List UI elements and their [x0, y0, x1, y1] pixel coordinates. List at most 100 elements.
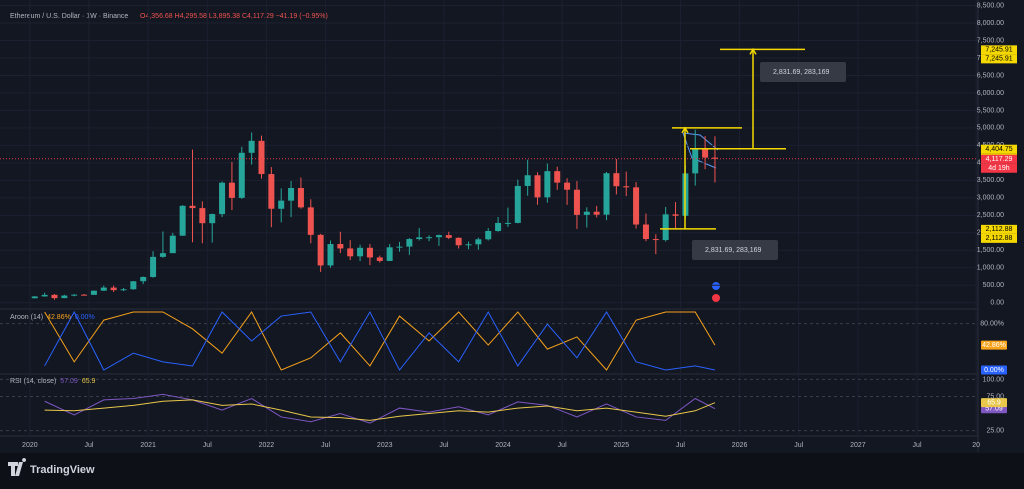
- candle-body: [51, 294, 58, 299]
- candle-body: [465, 244, 472, 246]
- indicator-value: 65.9: [82, 378, 96, 385]
- candle-body: [642, 224, 649, 240]
- candle-body: [692, 148, 699, 174]
- candle-body: [554, 171, 561, 183]
- candle-body: [71, 294, 78, 296]
- price-label: 7,245.91: [985, 47, 1012, 54]
- candle-body: [485, 230, 492, 240]
- legend-ohlc: O4,356.68 H4,295.58 L3,895.38 C4,117.29 …: [140, 13, 328, 20]
- event-icon[interactable]: [712, 282, 720, 290]
- candle-body: [297, 187, 304, 208]
- indicator-value: 42.86%: [47, 314, 71, 321]
- y-tick-label: 8,000.00: [977, 20, 1004, 27]
- price-label: 4,117.29: [986, 156, 1013, 163]
- candle-body: [376, 257, 383, 261]
- x-tick-label: Jul: [913, 442, 922, 449]
- candle-body: [534, 175, 541, 198]
- candle-body: [179, 205, 186, 236]
- candle-body: [564, 182, 571, 190]
- candle-body: [386, 247, 393, 261]
- candle-body: [337, 244, 344, 249]
- event-icon[interactable]: [712, 294, 720, 302]
- y-tick-label: 1,500.00: [977, 247, 1004, 254]
- logo: [8, 458, 27, 476]
- candle-body: [150, 256, 157, 277]
- candle-body: [41, 294, 48, 297]
- candle-body: [209, 214, 216, 224]
- y-tick-label: 2,500.00: [977, 212, 1004, 219]
- candle-body: [406, 239, 413, 247]
- candle-body: [228, 182, 235, 198]
- footer-bar: [0, 453, 1024, 489]
- countdown: 4d 19h: [988, 165, 1010, 172]
- candle-body: [120, 289, 127, 291]
- value-badge-label: 0.00%: [984, 367, 1004, 374]
- legend-title: Ethereum / U.S. Dollar · 1W · Binance: [10, 13, 128, 20]
- candle-body: [248, 140, 255, 153]
- x-tick-label: Jul: [794, 442, 803, 449]
- candle-body: [573, 189, 580, 215]
- value-badge: [981, 398, 1007, 408]
- price-label: 2,112.88: [986, 226, 1013, 233]
- candle-body: [189, 205, 196, 209]
- indicator-line: [44, 310, 716, 371]
- indicator-line: [44, 399, 716, 421]
- y-tick-label: 7,500.00: [977, 37, 1004, 44]
- price-label-box: [981, 233, 1017, 243]
- candle-body: [583, 211, 590, 215]
- indicator-value: 0.00%: [75, 314, 95, 321]
- candle-body: [238, 152, 245, 198]
- x-tick-label: Jul: [321, 442, 330, 449]
- candle-body: [514, 185, 521, 223]
- candle-body: [31, 296, 38, 299]
- price-label-box: [981, 224, 1017, 234]
- y-tick-label: 6,000.00: [977, 90, 1004, 97]
- candle-body: [426, 237, 433, 239]
- x-tick-label: 2024: [495, 442, 511, 449]
- candle-body: [288, 187, 295, 201]
- y-tick-label: 6,500.00: [977, 72, 1004, 79]
- candle-body: [278, 200, 285, 209]
- price-label-box: [981, 54, 1017, 64]
- y-tick-label: 3,000.00: [977, 195, 1004, 202]
- value-badge: [981, 365, 1007, 375]
- y-tick-label: 8,500.00: [977, 2, 1004, 9]
- candle-body: [435, 235, 442, 238]
- indicator-name: RSI (14, close): [10, 378, 56, 385]
- candle-body: [100, 287, 107, 291]
- y-tick-label: 5,500.00: [977, 107, 1004, 114]
- value-badge: [981, 340, 1007, 350]
- y-tick-label: 3,500.00: [977, 177, 1004, 184]
- candle-body: [347, 248, 354, 257]
- candle-body: [357, 247, 364, 257]
- candle-body: [504, 222, 511, 224]
- value-badge-label: 65.9: [987, 400, 1001, 407]
- value-badge-label: 57.09: [985, 406, 1003, 413]
- candle-body: [702, 148, 709, 158]
- candle-body: [445, 235, 452, 238]
- x-tick-label: Jul: [558, 442, 567, 449]
- candle-body: [672, 214, 679, 216]
- measure-box: [760, 62, 846, 82]
- candle-body: [662, 214, 669, 241]
- candle-body: [475, 239, 482, 245]
- x-tick-label: Jul: [439, 442, 448, 449]
- candle-body: [110, 287, 117, 291]
- measure-label: 2,831.69, 283,169: [705, 247, 762, 254]
- price-label-box: [981, 144, 1017, 154]
- candle-body: [90, 290, 97, 295]
- indicator-header: Aroon (14) 42.86% 0.00%: [10, 314, 95, 321]
- candle-body: [317, 234, 324, 266]
- candle-body: [495, 222, 502, 231]
- measure-label: 2,831.69, 283,169: [773, 69, 830, 76]
- y-tick-label: 5,000.00: [977, 125, 1004, 132]
- candle-body: [633, 187, 640, 225]
- candle-body: [199, 208, 206, 224]
- candle-body: [219, 182, 226, 215]
- indicator-name: Aroon (14): [10, 314, 43, 321]
- x-tick-label: 2025: [614, 442, 630, 449]
- candle-body: [268, 174, 275, 209]
- candle-body: [652, 239, 659, 241]
